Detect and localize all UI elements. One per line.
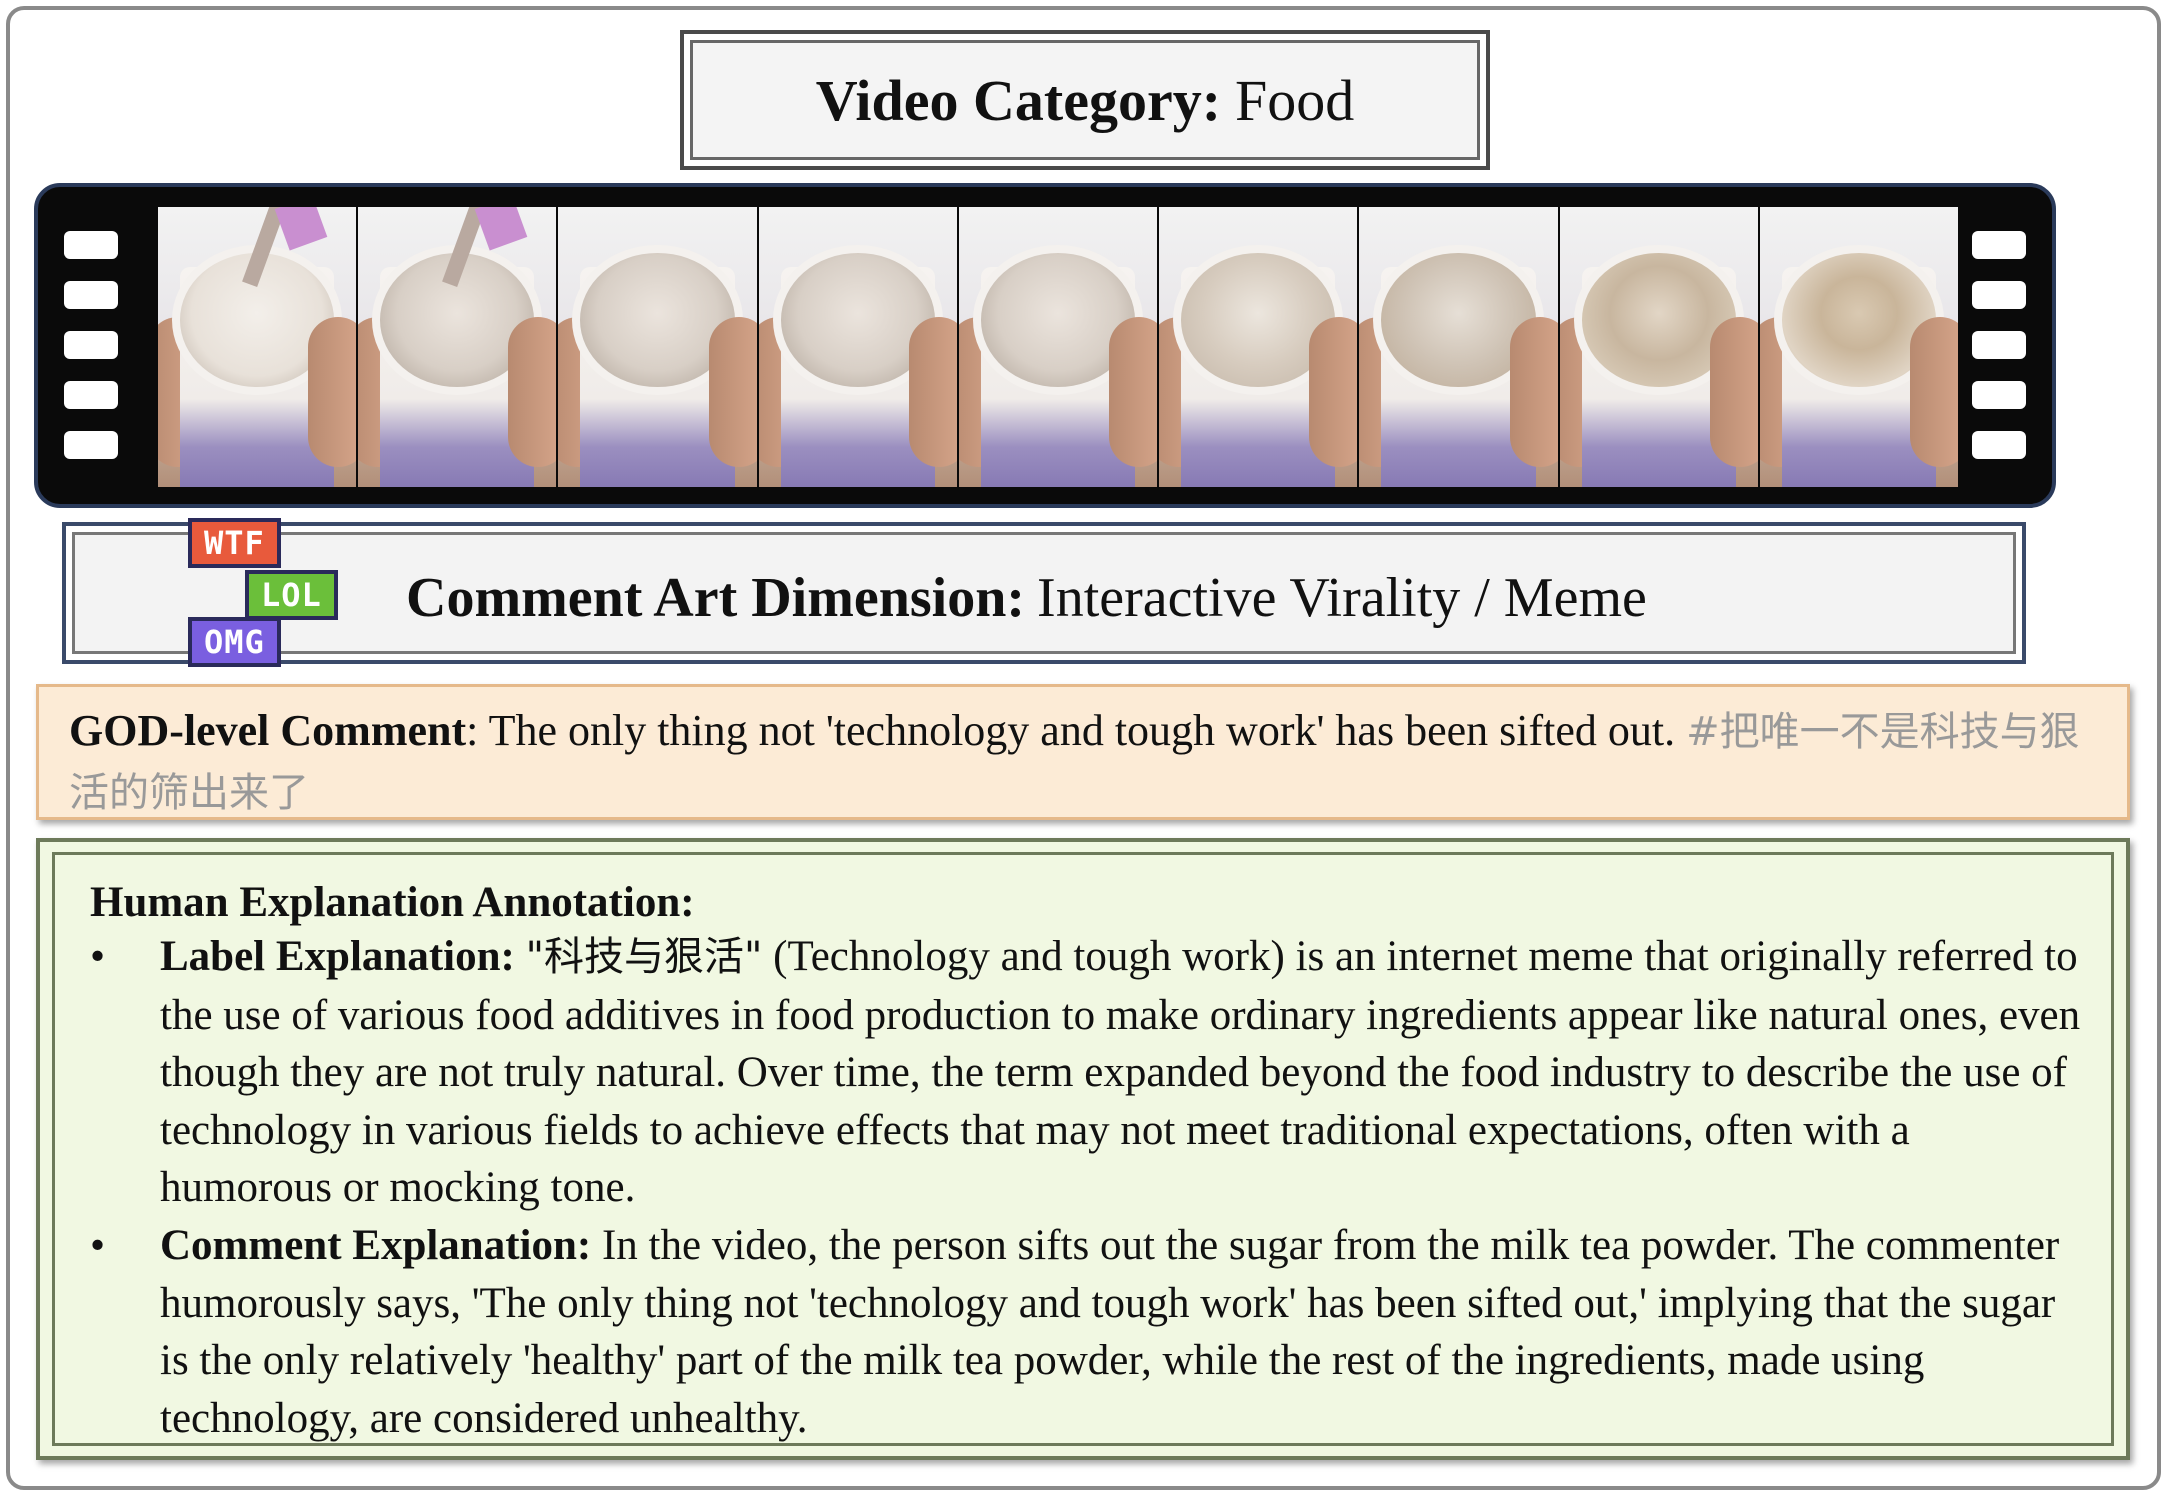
film-hole (1972, 381, 2026, 409)
dimension-label: Comment Art Dimension: (406, 567, 1026, 629)
video-frame-4 (758, 207, 957, 487)
category-value: Food (1235, 67, 1355, 133)
label-explanation-label: Label Explanation: (160, 933, 515, 980)
category-label: Video Category: (815, 67, 1222, 133)
video-frame-3 (558, 207, 757, 487)
wtf-badge-icon: WTF (188, 518, 281, 568)
comment-art-dimension-box: Comment Art Dimension: Interactive Virali… (62, 522, 2026, 664)
film-hole (1972, 231, 2026, 259)
video-category-box: Video Category: Food (680, 30, 1490, 170)
god-level-comment-box: GOD-level Comment: The only thing not 't… (36, 684, 2130, 820)
annotation-title: Human Explanation Annotation: (90, 879, 695, 926)
god-comment-label: GOD-level Comment (69, 706, 467, 755)
video-frame-5 (958, 207, 1158, 487)
list-item: • Comment Explanation: In the video, the… (90, 1217, 2090, 1447)
bullet-dot: • (90, 1221, 106, 1269)
film-hole (1972, 331, 2026, 359)
omg-badge-icon: OMG (188, 617, 281, 667)
film-hole (64, 231, 118, 259)
comment-explanation-text: In the video, the person sifts out the s… (160, 1221, 2060, 1442)
god-comment-separator: : (466, 706, 489, 755)
film-hole (64, 331, 118, 359)
video-frame-9 (1759, 207, 1958, 487)
label-explanation-text: (Technology and tough work) is an intern… (160, 933, 2081, 1212)
film-hole (64, 381, 118, 409)
video-frame-6 (1159, 207, 1358, 487)
annotation-box: Human Explanation Annotation: • Label Ex… (36, 838, 2130, 1460)
video-frame-8 (1559, 207, 1758, 487)
god-comment-chinese: #把唯一不是科技与狠活的筛出来了 (69, 709, 2080, 816)
bullet-dot: • (90, 933, 106, 980)
comment-explanation-label: Comment Explanation: (160, 1221, 592, 1269)
god-comment-text: The only thing not 'technology and tough… (488, 706, 1676, 755)
dimension-value: Interactive Virality / Meme (1037, 567, 1647, 629)
annotation-inner-border (52, 852, 2114, 1446)
film-holes-right (1972, 231, 2026, 459)
film-holes-left (64, 231, 118, 459)
annotation-bullets: • Label Explanation: "科技与狠活" (Technology… (90, 928, 2090, 1447)
list-item: • Label Explanation: "科技与狠活" (Technology… (90, 928, 2090, 1217)
film-hole (64, 281, 118, 309)
film-hole (64, 431, 118, 459)
video-frame-2 (358, 207, 557, 487)
label-explanation-term: "科技与狠活" (525, 934, 763, 980)
video-frames (158, 207, 1958, 487)
film-hole (1972, 281, 2026, 309)
film-hole (1972, 431, 2026, 459)
video-frame-7 (1359, 207, 1558, 487)
lol-badge-icon: LOL (245, 570, 338, 620)
film-strip (34, 183, 2056, 508)
video-frame-1 (158, 207, 357, 487)
dimension-text: Comment Art Dimension: Interactive Virali… (406, 566, 1647, 630)
